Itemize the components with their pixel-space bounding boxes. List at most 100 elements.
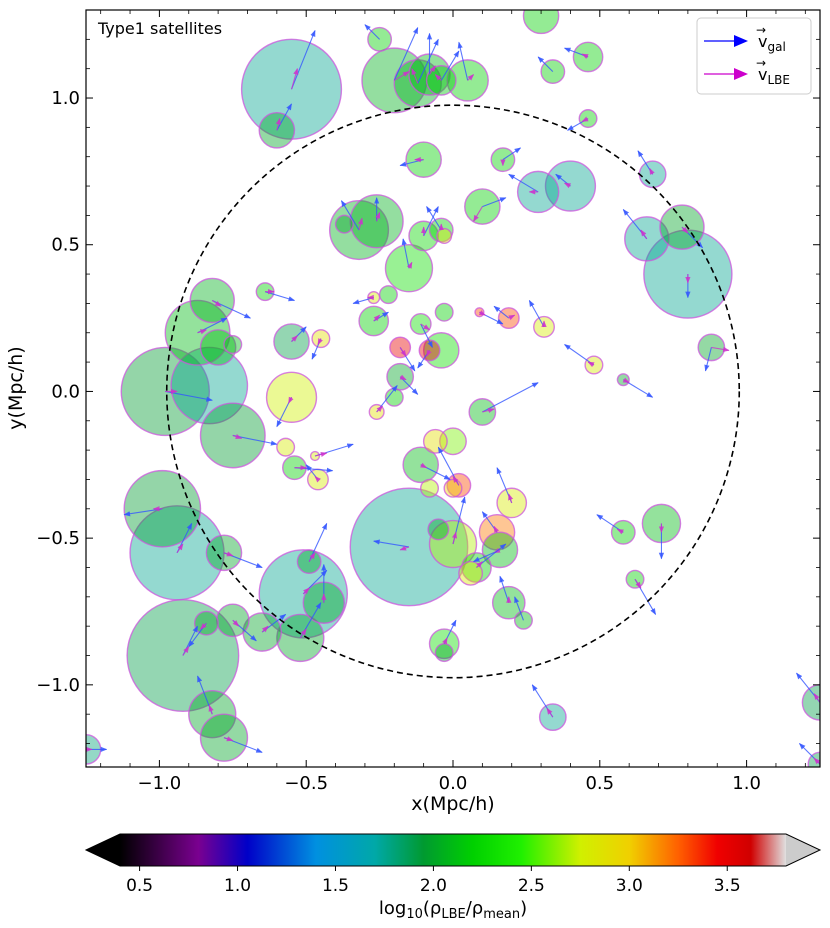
satellite-circle bbox=[276, 437, 296, 457]
satellite-circle bbox=[439, 427, 467, 456]
satellite-circle bbox=[538, 703, 567, 732]
satellite-circle bbox=[427, 518, 450, 541]
lbe-velocity-arrow bbox=[442, 637, 448, 645]
lbe-velocity-arrow bbox=[393, 71, 410, 81]
x-tick-label: 0.0 bbox=[439, 773, 468, 794]
y-axis: −1.0 −0.5 0.0 0.5 1.0 bbox=[36, 38, 820, 744]
galaxy-velocity-arrow bbox=[393, 27, 419, 81]
satellite-circle bbox=[436, 227, 453, 244]
galaxy-velocity-arrow bbox=[493, 305, 510, 319]
x-tick-label: −0.5 bbox=[284, 773, 328, 794]
galaxy-velocity-arrow bbox=[508, 173, 539, 193]
lbe-velocity-arrow bbox=[411, 68, 419, 84]
lbe-velocity-arrow bbox=[467, 74, 475, 81]
lbe-velocity-arrow bbox=[232, 619, 240, 627]
lbe-velocity-arrow bbox=[208, 704, 214, 715]
lbe-velocity-arrow bbox=[373, 314, 381, 322]
colorbar-tick-label: 2.5 bbox=[518, 876, 545, 896]
lbe-velocity-arrow bbox=[622, 377, 630, 384]
colorbar-tick-label: 1.0 bbox=[224, 876, 251, 896]
galaxy-velocity-arrow bbox=[291, 29, 316, 90]
satellite-circle bbox=[223, 334, 243, 354]
galaxy-velocity-arrow bbox=[482, 197, 507, 208]
x-tick-label: 0.5 bbox=[585, 773, 614, 794]
lbe-velocity-arrow bbox=[420, 462, 428, 469]
galaxy-velocity-arrow bbox=[564, 344, 595, 366]
lbe-velocity-arrow bbox=[649, 167, 655, 175]
x-tick-label: 1.0 bbox=[732, 773, 761, 794]
reference-radius-circle bbox=[165, 104, 741, 679]
y-tick-label: 0.5 bbox=[51, 235, 80, 256]
colorbar-tick-label: 3.5 bbox=[714, 876, 741, 896]
lbe-velocity-arrow bbox=[493, 525, 500, 533]
colorbar-tick-label: 3.0 bbox=[616, 876, 643, 896]
lbe-velocity-arrow bbox=[546, 707, 554, 718]
galaxy-velocity-arrow bbox=[276, 103, 293, 131]
lbe-velocity-arrow bbox=[182, 646, 190, 656]
lbe-velocity-arrow bbox=[476, 561, 483, 568]
lbe-velocity-arrow bbox=[223, 551, 234, 557]
legend-lbe-vector-mark: → bbox=[756, 56, 766, 70]
lbe-velocity-arrow bbox=[290, 68, 299, 90]
lbe-velocity-arrow bbox=[426, 349, 432, 357]
legend-gal-label: vgal bbox=[758, 32, 786, 54]
lbe-velocity-arrow bbox=[375, 211, 381, 222]
lbe-velocity-arrow bbox=[813, 693, 820, 703]
colorbar-label: log10(ρLBE/ρmean) bbox=[379, 898, 527, 922]
galaxy-velocity-arrow bbox=[340, 200, 360, 231]
galaxy-velocity-arrow bbox=[417, 38, 439, 84]
satellite-circle bbox=[334, 214, 354, 234]
velocity-arrows bbox=[86, 24, 820, 765]
lbe-velocity-arrow bbox=[420, 323, 431, 331]
lbe-velocity-arrow bbox=[813, 757, 820, 765]
colorbar-under-extension bbox=[86, 834, 120, 866]
colorbar-over-extension bbox=[786, 834, 820, 866]
lbe-velocity-arrow bbox=[634, 578, 642, 589]
colorbar-ticks: 0.5 1.0 1.5 2.0 2.5 3.0 3.5 bbox=[126, 866, 741, 896]
lbe-velocity-arrow bbox=[429, 65, 436, 75]
satellite-circle bbox=[496, 487, 528, 519]
lbe-velocity-arrow bbox=[291, 335, 298, 342]
lbe-velocity-arrow bbox=[211, 300, 222, 307]
x-axis: −1.0 −0.5 0.0 0.5 1.0 bbox=[100, 10, 806, 794]
lbe-velocity-arrow bbox=[223, 736, 234, 742]
lbe-velocity-arrow bbox=[399, 347, 407, 357]
legend-gal-vector-mark: → bbox=[756, 23, 766, 37]
y-tick-label: −0.5 bbox=[36, 528, 80, 549]
lbe-velocity-arrow bbox=[482, 407, 495, 414]
lbe-velocity-arrow bbox=[616, 528, 624, 535]
lbe-velocity-arrow bbox=[308, 552, 316, 562]
plot-annotation: Type1 satellites bbox=[97, 19, 222, 38]
lbe-velocity-arrow bbox=[302, 587, 310, 595]
lbe-velocity-arrow bbox=[581, 116, 589, 122]
satellite-circle bbox=[801, 684, 820, 721]
satellite-circle bbox=[434, 302, 454, 322]
lbe-velocity-arrow bbox=[711, 346, 730, 352]
galaxy-velocity-arrow bbox=[514, 596, 524, 621]
galaxy-velocity-arrow bbox=[440, 50, 460, 81]
satellite-circle bbox=[170, 346, 249, 425]
satellite-circle bbox=[422, 428, 448, 454]
x-tick-label: −1.0 bbox=[138, 773, 182, 794]
legend: vgal → vLBE → bbox=[696, 17, 812, 95]
lbe-velocity-arrow bbox=[452, 475, 460, 486]
lbe-velocity-arrow bbox=[314, 476, 322, 483]
lbe-velocity-arrow bbox=[275, 117, 281, 131]
lbe-velocity-arrow bbox=[434, 74, 442, 81]
satellite-circle bbox=[193, 610, 219, 636]
satellite-circle bbox=[616, 373, 630, 387]
colorbar: 0.5 1.0 1.5 2.0 2.5 3.0 3.5 log10(ρLBE/ρmean) bbox=[84, 833, 822, 922]
galaxy-velocity-arrow bbox=[457, 41, 469, 81]
galaxy-velocity-arrow bbox=[502, 147, 522, 161]
lbe-velocity-arrow bbox=[299, 628, 307, 639]
satellite-circle bbox=[434, 643, 454, 663]
lbe-velocity-arrow bbox=[317, 337, 323, 346]
lbe-velocity-arrow bbox=[197, 329, 208, 335]
x-axis-label: x(Mpc/h) bbox=[411, 793, 494, 815]
colorbar-tick-label: 0.5 bbox=[126, 876, 153, 896]
satellite-circle bbox=[378, 285, 398, 305]
lbe-velocity-arrow bbox=[376, 405, 384, 413]
galaxy-velocity-arrow bbox=[704, 347, 712, 372]
galaxy-velocity-arrow bbox=[364, 24, 380, 40]
galaxy-velocity-arrow bbox=[420, 323, 433, 349]
